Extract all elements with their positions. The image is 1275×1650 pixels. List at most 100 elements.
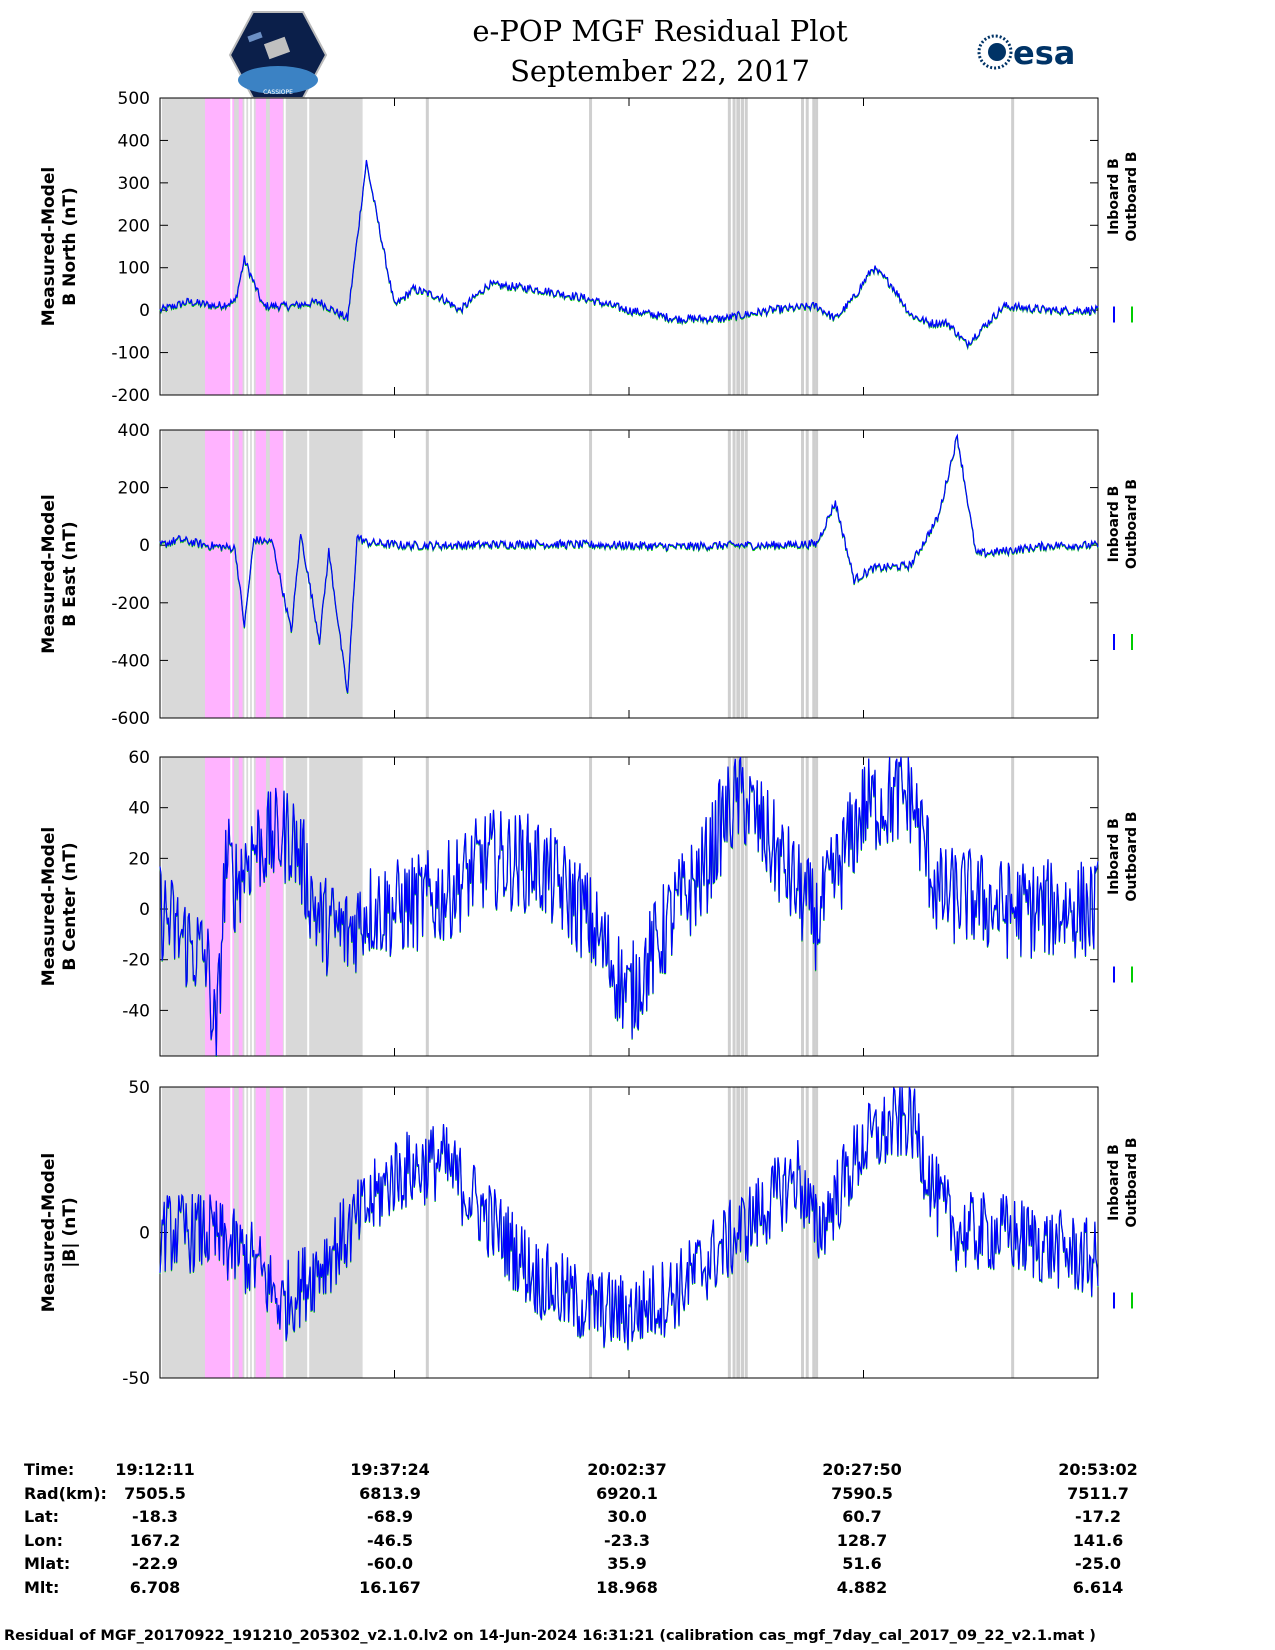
ytick-label-2-0: 60	[128, 748, 150, 768]
info-cell: -68.9	[366, 1507, 414, 1526]
pink-band-1-1	[238, 430, 243, 718]
ytick-label-3-1: 0	[139, 1224, 150, 1244]
ylabel-line1-0: Measured-Model	[39, 167, 59, 326]
info-cell: 20:53:02	[1058, 1460, 1138, 1479]
ytick-label-0-7: -200	[111, 386, 150, 406]
pink-band-3-2	[255, 1087, 266, 1378]
info-row: Time: 19:12:11 19:37:24 20:02:37 20:27:50 20:…	[0, 1460, 1275, 1484]
ylabel-line1-2: Measured-Model	[39, 827, 59, 986]
ytick-label-1-5: -600	[111, 709, 150, 729]
info-cell: 18.968	[596, 1577, 658, 1597]
info-cell: -18.3	[131, 1507, 179, 1526]
ytick-label-1-4: -400	[111, 651, 150, 671]
info-cell: 6.614	[1072, 1577, 1124, 1597]
info-row-label: Mlat:	[24, 1554, 71, 1573]
info-row: Mlt: 6.708 16.167 18.968 4.882 6.614	[0, 1578, 1275, 1602]
legend-inboard-1: Inboard B	[1106, 486, 1122, 563]
esa-logo: esa	[977, 34, 1075, 72]
info-cell: 51.6	[842, 1554, 882, 1573]
ytick-label-2-5: -40	[122, 1001, 150, 1021]
info-row: Rad(km): 7505.5 6813.9 6920.1 7590.5 7511.7	[0, 1484, 1275, 1508]
info-cell: 20:27:50	[822, 1460, 902, 1479]
ytick-label-0-2: 300	[118, 174, 150, 194]
ytick-label-0-0: 500	[118, 89, 150, 109]
info-cell: 35.9	[607, 1554, 647, 1573]
info-table: Time: 19:12:11 19:37:24 20:02:37 20:27:50 20:…	[0, 1460, 1275, 1620]
ylabel-line2-0: B North (nT)	[60, 187, 80, 306]
info-cell: 167.2	[129, 1530, 181, 1550]
ytick-label-1-0: 400	[118, 421, 150, 441]
pink-band-0-0	[205, 98, 235, 395]
info-cell: 7590.5	[831, 1483, 893, 1503]
ytick-label-1-3: -200	[111, 594, 150, 614]
info-row-label: Lat:	[24, 1507, 60, 1526]
legend-outboard-2: Outboard B	[1124, 811, 1140, 901]
ytick-label-3-2: -50	[122, 1369, 150, 1389]
ylabel-line1-3: Measured-Model	[39, 1153, 59, 1312]
ylabel-line2-2: B Center (nT)	[60, 842, 80, 970]
pink-band-0-3	[269, 98, 283, 395]
ytick-label-2-3: 0	[139, 900, 150, 920]
pink-band-1-3	[269, 430, 283, 718]
legend-outboard-0: Outboard B	[1124, 151, 1140, 241]
ylabel-line2-3: |B| (nT)	[60, 1197, 80, 1268]
legend-outboard-1: Outboard B	[1124, 479, 1140, 569]
info-row-label: Rad(km):	[24, 1483, 107, 1503]
legend-inboard-0: Inboard B	[1106, 158, 1122, 235]
info-cell: -60.0	[366, 1554, 414, 1573]
series-inboard-2	[159, 756, 1099, 1057]
info-cell: -25.0	[1074, 1554, 1122, 1573]
info-cell: -22.9	[131, 1554, 179, 1573]
ytick-label-2-2: 20	[128, 849, 150, 869]
pink-band-1-2	[255, 430, 266, 718]
info-cell: 4.882	[836, 1577, 888, 1597]
ytick-label-0-3: 200	[118, 216, 150, 236]
ytick-label-0-1: 400	[118, 131, 150, 151]
info-cell: 60.7	[842, 1507, 882, 1526]
ytick-label-0-5: 0	[139, 301, 150, 321]
series-inboard-1	[159, 433, 1099, 693]
cassiope-logo: CASSIOPE	[228, 11, 328, 99]
pink-band-0-1	[238, 98, 243, 395]
esa-logo-text: esa	[1013, 34, 1075, 72]
ytick-label-3-0: 50	[128, 1078, 150, 1098]
ytick-label-0-6: -100	[111, 344, 150, 364]
legend-inboard-2: Inboard B	[1106, 818, 1122, 895]
info-cell: 20:02:37	[587, 1460, 667, 1479]
info-cell: -23.3	[603, 1530, 651, 1550]
footer-caption: Residual of MGF_20170922_191210_205302_v…	[4, 1628, 1096, 1644]
legend-inboard-3: Inboard B	[1106, 1144, 1122, 1221]
info-cell: 141.6	[1072, 1530, 1124, 1550]
ylabel-line2-1: B East (nT)	[60, 521, 80, 626]
ytick-label-2-4: -20	[122, 951, 150, 971]
info-cell: 6813.9	[359, 1483, 421, 1503]
legend-outboard-3: Outboard B	[1124, 1137, 1140, 1227]
info-row-label: Mlt:	[24, 1577, 60, 1597]
info-row: Lat: -18.3 -68.9 30.0 60.7 -17.2	[0, 1507, 1275, 1531]
series-inboard-3	[159, 1086, 1099, 1350]
pink-band-1-0	[205, 430, 235, 718]
info-row-label: Time:	[24, 1460, 75, 1479]
pink-band-2-0	[205, 757, 235, 1056]
info-cell: -17.2	[1074, 1507, 1122, 1526]
info-cell: 6920.1	[596, 1483, 658, 1503]
ytick-label-1-2: 0	[139, 536, 150, 556]
pink-band-0-2	[255, 98, 266, 395]
ytick-label-2-1: 40	[128, 799, 150, 819]
info-cell: 19:37:24	[350, 1460, 430, 1479]
chart-title: e-POP MGF Residual Plot	[472, 14, 848, 48]
info-row: Mlat: -22.9 -60.0 35.9 51.6 -25.0	[0, 1554, 1275, 1578]
info-row-label: Lon:	[24, 1530, 63, 1550]
info-cell: 16.167	[359, 1577, 421, 1597]
pink-band-3-3	[269, 1087, 283, 1378]
ytick-label-1-1: 200	[118, 479, 150, 499]
cassiope-logo-text: CASSIOPE	[263, 89, 293, 96]
info-cell: -46.5	[366, 1530, 414, 1550]
info-cell: 6.708	[129, 1577, 181, 1597]
ylabel-line1-1: Measured-Model	[39, 494, 59, 653]
series-inboard-0	[159, 159, 1099, 350]
pink-band-2-2	[255, 757, 266, 1056]
chart-date: September 22, 2017	[510, 54, 810, 88]
info-cell: 7505.5	[124, 1483, 186, 1503]
